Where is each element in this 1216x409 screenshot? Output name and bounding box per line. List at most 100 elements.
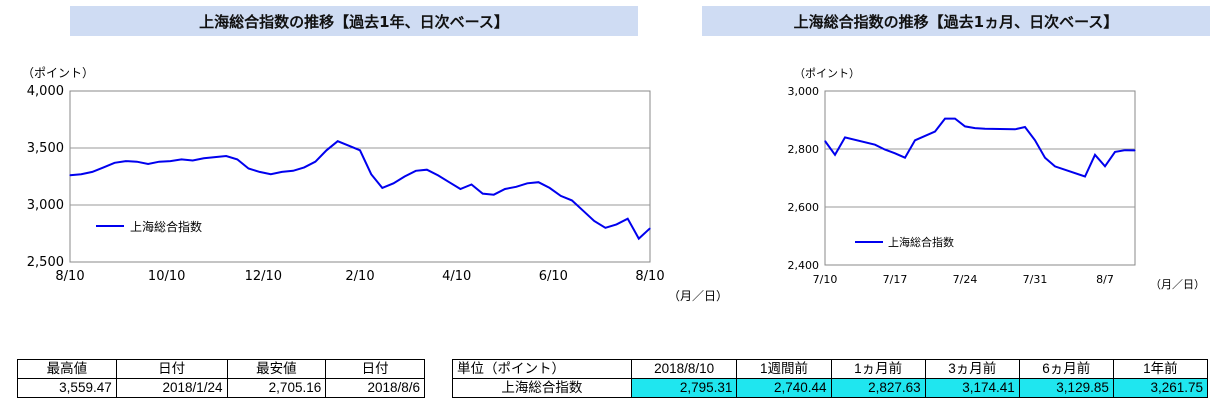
c2-data-point: [1124, 149, 1126, 151]
c1-data-point: [392, 182, 395, 184]
header-cell: 6ヵ月前: [1018, 359, 1114, 379]
value-cell: 2,827.63: [830, 378, 926, 398]
c1-data-point: [91, 171, 93, 173]
c1-data-point: [604, 227, 606, 229]
c2-data-point: [964, 125, 966, 127]
value-cell: 3,261.75: [1112, 378, 1209, 398]
c1-ytick-label: 4,000: [27, 84, 64, 99]
header-cell: 最安値: [226, 359, 327, 379]
c2-data-point: [1134, 149, 1136, 151]
c1-xtick-label: 10/10: [148, 269, 185, 284]
c1-data-point: [359, 149, 361, 151]
c1-xtick-label: 6/10: [539, 269, 568, 284]
c1-xtick-label: 8/10: [635, 269, 664, 284]
chart1-xlabel: （月／日）: [668, 289, 728, 303]
c1-data-point: [504, 188, 506, 190]
c1-xtick-label: 2/10: [345, 269, 374, 284]
c1-data-point: [459, 188, 461, 190]
chart2-plot-area: [824, 90, 1136, 266]
c2-data-point: [1034, 139, 1036, 141]
c1-data-point: [638, 238, 640, 240]
value-cell: 3,129.85: [1018, 378, 1114, 398]
c1-data-point: [415, 170, 417, 172]
c1-data-point: [314, 161, 316, 163]
c1-data-point: [281, 171, 283, 173]
c2-data-point: [1044, 157, 1046, 159]
c1-data-point: [192, 159, 194, 162]
c2-data-point: [954, 117, 956, 120]
c2-data-point: [1104, 165, 1106, 167]
c1-ytick-label: 3,000: [27, 198, 64, 213]
c1-data-point: [337, 140, 339, 142]
c1-data-point: [214, 156, 216, 158]
value-cell: 3,174.41: [924, 378, 1020, 398]
c2-data-point: [944, 117, 946, 120]
chart2-xlabel: （月／日）: [1150, 278, 1205, 291]
c1-ytick-label: 2,500: [27, 255, 64, 270]
header-cell: 最高値: [17, 359, 117, 379]
c1-data-point: [303, 166, 305, 168]
c2-xtick-label: 7/10: [813, 273, 838, 286]
summary-table: 最高値 日付 最安値 日付 3,559.47 2018/1/24 2,705.1…: [17, 359, 425, 398]
c1-data-point: [236, 158, 238, 160]
c2-data-point: [1094, 154, 1096, 156]
c1-data-point: [560, 195, 562, 197]
chart1-ylabel: （ポイント）: [22, 66, 94, 80]
c1-data-point: [158, 161, 160, 163]
c1-data-point: [582, 210, 584, 212]
c1-xtick-label: 4/10: [442, 269, 471, 284]
header-cell: 1年前: [1112, 359, 1209, 379]
c2-data-point: [824, 140, 826, 142]
c2-data-point: [884, 148, 886, 151]
c1-data-point: [493, 194, 495, 196]
c2-xtick-label: 7/17: [883, 273, 908, 286]
c2-ytick-label: 2,400: [788, 259, 820, 272]
chart1: （ポイント） 2,500 3,000 3,500 4,000 8/10 10/10 12/…: [22, 66, 728, 303]
c1-xtick-label: 8/10: [55, 269, 84, 284]
value-cell: 2,705.16: [226, 378, 327, 398]
c2-ytick-label: 2,600: [788, 201, 820, 214]
header-cell: 日付: [325, 359, 425, 379]
c2-ytick-label: 2,800: [788, 143, 820, 156]
c2-data-point: [1014, 128, 1016, 130]
c1-data-point: [404, 175, 406, 178]
c1-data-point: [649, 227, 651, 229]
c2-data-point: [874, 144, 876, 146]
c1-data-point: [225, 155, 227, 157]
c2-data-point: [1114, 151, 1116, 153]
c1-data-point: [537, 181, 540, 183]
c1-data-point: [80, 173, 82, 175]
c1-data-point: [526, 182, 528, 184]
c1-data-point: [470, 183, 473, 186]
c1-data-point: [627, 218, 629, 220]
c1-data-point: [325, 149, 328, 151]
c1-data-point: [136, 161, 138, 163]
header-cell: 3ヵ月前: [924, 359, 1020, 379]
chart2-ylabel: （ポイント）: [794, 67, 860, 80]
c1-data-point: [147, 163, 149, 165]
c1-data-point: [437, 174, 439, 176]
c2-data-point: [934, 131, 936, 133]
c1-data-point: [515, 186, 517, 188]
value-cell: 3,559.47: [17, 378, 117, 398]
c2-xtick-label: 8/7: [1096, 273, 1114, 286]
c1-data-point: [259, 171, 261, 173]
c1-data-point: [270, 173, 272, 175]
value-cell: 2,795.31: [630, 378, 738, 398]
c1-data-point: [549, 187, 551, 189]
c2-data-point: [914, 139, 916, 141]
c1-data-point: [169, 160, 171, 162]
c2-data-point: [904, 157, 906, 159]
c1-data-point: [125, 160, 127, 162]
c1-data-point: [69, 174, 71, 176]
c2-xtick-label: 7/24: [953, 273, 978, 286]
c1-ytick-label: 3,500: [27, 141, 64, 156]
c1-data-point: [615, 223, 618, 225]
chart1-legend-label: 上海総合指数: [130, 219, 202, 234]
c2-data-point: [1024, 126, 1026, 128]
chart1-plot-area: [69, 90, 651, 263]
c2-data-point: [984, 128, 986, 130]
c1-data-point: [426, 169, 428, 171]
header-cell: 1週間前: [736, 359, 832, 379]
c1-data-point: [102, 166, 105, 168]
